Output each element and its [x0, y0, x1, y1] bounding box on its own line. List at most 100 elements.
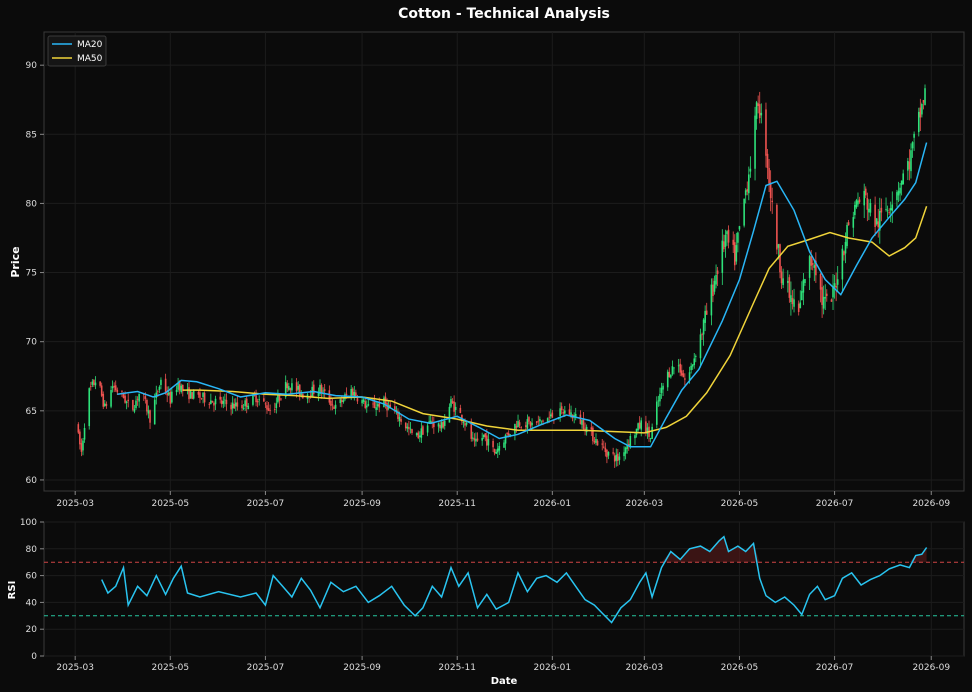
candle-body [539, 419, 541, 422]
candle-body [889, 208, 892, 211]
candle-body [877, 221, 880, 228]
candle-body [280, 398, 282, 400]
candle-body [574, 413, 577, 418]
candle-body [509, 434, 512, 436]
rsi-overbought-fill [101, 536, 927, 563]
candle-body [197, 391, 200, 395]
candle-body [378, 402, 381, 408]
candle-body [782, 278, 784, 285]
candle-body [506, 433, 508, 435]
candle-body [100, 385, 103, 396]
candle-body [234, 402, 237, 407]
candle-body [635, 428, 638, 435]
candle-body [200, 398, 203, 400]
candle-body [465, 422, 468, 425]
candle-body [646, 427, 649, 434]
candle-body [525, 425, 527, 427]
candle-body [841, 248, 844, 280]
rsi-x-tick-label: 2025-07 [247, 663, 285, 673]
candle-body [758, 104, 761, 119]
candle-body [699, 334, 702, 359]
candle-body [688, 372, 691, 381]
candle-body [602, 446, 605, 448]
price-y-tick-label: 85 [26, 130, 37, 140]
candle-body [322, 390, 324, 392]
candle-body [309, 395, 312, 397]
candle-body [418, 435, 421, 437]
price-x-tick-label: 2025-11 [438, 499, 476, 509]
candle-body [601, 443, 604, 445]
candle-body [420, 428, 423, 438]
candle-body [389, 404, 391, 408]
candle-body [278, 394, 281, 401]
price-y-tick-label: 80 [26, 199, 38, 209]
candle-body [780, 271, 783, 284]
candle-body [593, 440, 596, 443]
ma50-line [182, 205, 928, 434]
candle-body [372, 403, 374, 405]
candle-body [869, 203, 872, 213]
candle-body [171, 391, 173, 403]
candle-body [649, 438, 652, 440]
candle-body [258, 399, 260, 401]
candle-body [383, 397, 385, 408]
candle-body [408, 426, 410, 429]
candle-body [208, 403, 211, 405]
candle-body [319, 384, 321, 394]
price-y-ticks: 60 65 70 75 80 85 90 [26, 61, 44, 486]
candle-body [339, 399, 342, 404]
candle-body [191, 392, 193, 400]
candle-body [880, 207, 883, 213]
price-y-tick-label: 75 [26, 269, 37, 279]
candle-body [138, 393, 140, 402]
candle-body [498, 445, 501, 451]
candle-body [811, 263, 814, 265]
candle-body [350, 389, 352, 396]
candle-body [830, 299, 833, 302]
rsi-grid [44, 521, 964, 657]
candle-body [863, 190, 866, 206]
candle-body [900, 180, 903, 185]
candle-body [537, 420, 540, 422]
candle-body [398, 417, 401, 422]
candle-body [604, 447, 607, 453]
candle-body [548, 416, 551, 418]
candle-body [450, 399, 452, 407]
candle-body [723, 241, 725, 250]
candle-body [256, 400, 259, 403]
price-x-tick-label: 2026-09 [912, 499, 950, 509]
candle-body [776, 204, 778, 250]
candle-body [153, 399, 156, 425]
candle-body [132, 399, 134, 410]
candle-body [263, 398, 265, 402]
candle-body [365, 405, 368, 408]
candle-body [732, 239, 735, 245]
candle-body [637, 423, 639, 431]
candle-body [230, 404, 232, 410]
candle-body [919, 107, 922, 118]
candle-body [684, 378, 686, 380]
candle-body [214, 398, 217, 405]
candle-body [429, 420, 432, 424]
candle-body [222, 401, 225, 404]
rsi-x-tick-label: 2025-09 [343, 663, 381, 673]
candle-body [362, 399, 365, 402]
candle-body [568, 409, 571, 415]
candle-body [386, 403, 388, 411]
rsi-plot-area [43, 521, 965, 657]
candle-body [83, 428, 86, 440]
price-plot-area [43, 31, 965, 492]
price-y-axis-label: Price [9, 246, 22, 277]
candle-body [264, 403, 267, 405]
candle-body [808, 256, 811, 278]
candle-body [125, 401, 128, 403]
candle-body [514, 423, 516, 434]
candle-body [443, 420, 446, 426]
candle-body [581, 420, 583, 425]
candle-body [721, 240, 724, 273]
candle-body [277, 395, 279, 403]
candle-body [507, 433, 510, 436]
candle-body [188, 387, 190, 400]
candle-body [911, 142, 914, 149]
